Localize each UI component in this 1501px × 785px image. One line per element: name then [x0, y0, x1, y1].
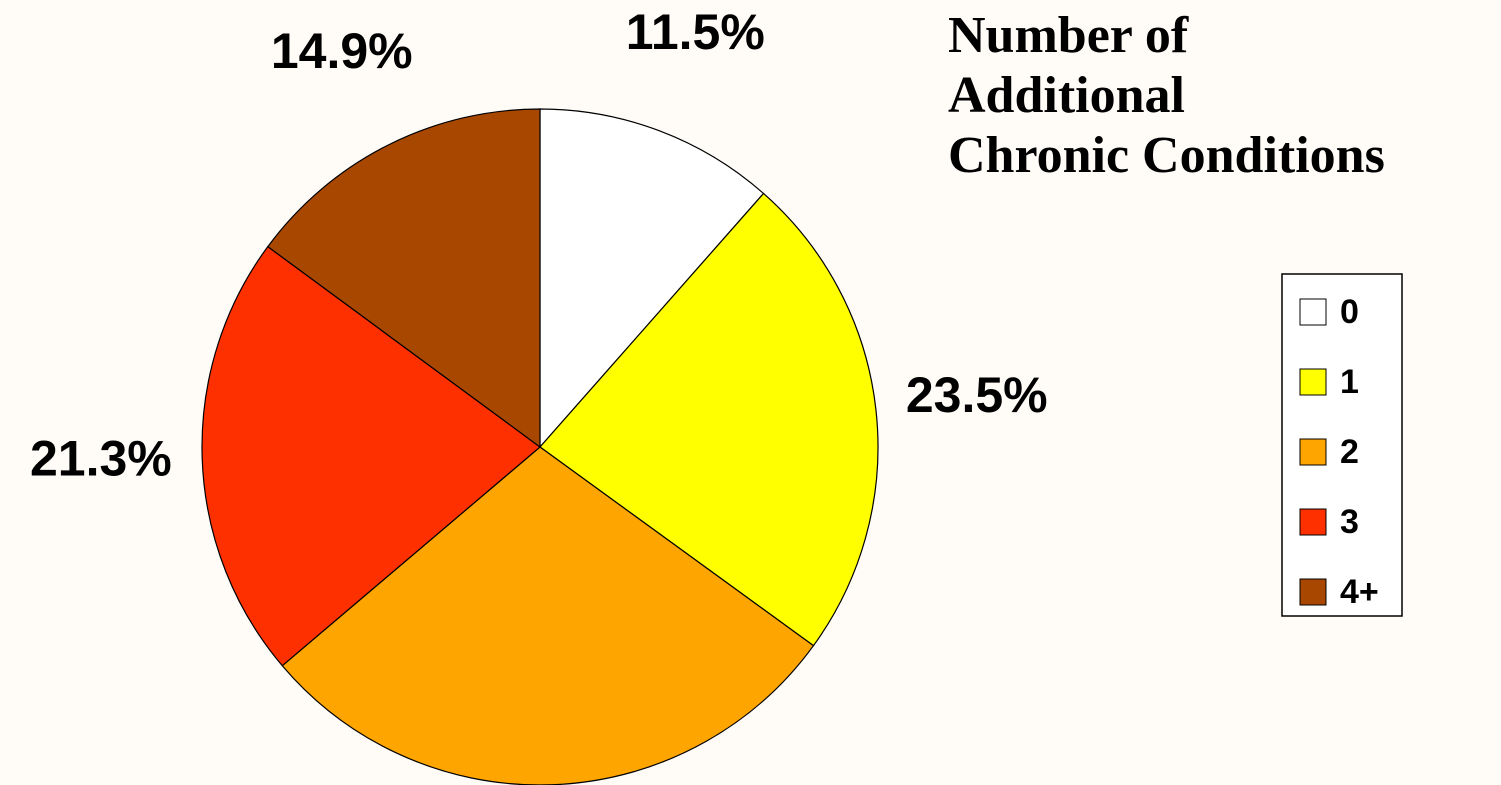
- chart-title: Chronic Conditions: [948, 127, 1385, 184]
- data-label: 23.5%: [906, 367, 1048, 423]
- legend-swatch: [1299, 578, 1327, 606]
- legend-label: 4+: [1340, 573, 1379, 611]
- legend-label: 1: [1340, 363, 1359, 401]
- legend-swatch: [1299, 368, 1327, 396]
- legend-label: 3: [1340, 503, 1359, 541]
- legend-swatch: [1299, 438, 1327, 466]
- legend-swatch: [1299, 508, 1327, 536]
- chart-title: Additional: [948, 67, 1185, 124]
- pie-slice: [266, 108, 541, 449]
- data-label: 14.9%: [271, 23, 413, 79]
- pie-slice: [539, 192, 879, 647]
- legend-label: 0: [1340, 293, 1359, 331]
- chart-title: Number of: [948, 7, 1189, 64]
- pie-slice: [201, 245, 541, 667]
- legend-swatch: [1299, 298, 1327, 326]
- pie-slice: [539, 108, 765, 449]
- data-label: 11.5%: [626, 4, 765, 60]
- legend-label: 2: [1340, 433, 1359, 471]
- data-label: 21.3%: [30, 430, 172, 486]
